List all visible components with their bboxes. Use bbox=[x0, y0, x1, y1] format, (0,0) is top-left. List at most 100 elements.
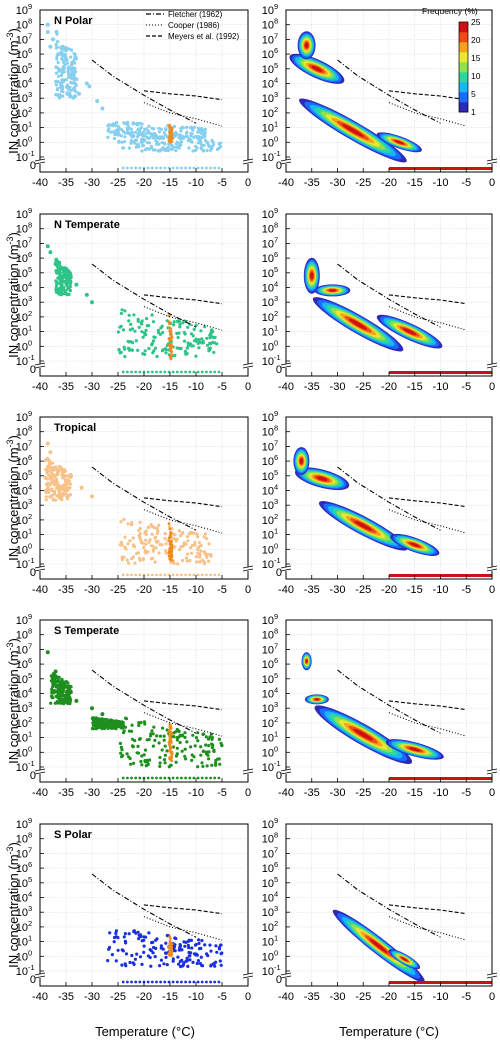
data-point bbox=[149, 144, 153, 148]
data-point bbox=[127, 932, 131, 936]
y-tick-exponent: 5 bbox=[274, 671, 278, 680]
zero-point bbox=[130, 776, 133, 780]
scatter-panel-3 bbox=[45, 650, 224, 780]
y-tick-exponent: 2 bbox=[28, 512, 32, 521]
zero-point bbox=[155, 776, 158, 780]
data-point bbox=[170, 137, 174, 141]
data-point bbox=[129, 139, 133, 143]
y-tick-exponent: 5 bbox=[28, 61, 32, 70]
data-point bbox=[124, 952, 129, 956]
data-point bbox=[54, 477, 59, 481]
x-tick-label: -20 bbox=[381, 381, 397, 393]
data-point bbox=[168, 125, 172, 129]
data-point bbox=[65, 92, 69, 96]
data-point bbox=[175, 738, 179, 742]
data-point bbox=[138, 127, 142, 131]
data-point bbox=[119, 745, 123, 750]
x-tick-label: -5 bbox=[461, 177, 471, 189]
y-tick-label: 10 bbox=[262, 515, 274, 527]
data-point bbox=[178, 548, 182, 552]
x-tick-label: -10 bbox=[433, 381, 449, 393]
data-point bbox=[186, 341, 190, 345]
y-axis-label: IN concentration (m-3) bbox=[5, 28, 21, 154]
zero-point bbox=[196, 776, 200, 780]
data-point bbox=[45, 30, 50, 34]
y-tick-label: 10 bbox=[262, 327, 274, 339]
data-point bbox=[200, 143, 204, 147]
data-point bbox=[181, 126, 185, 130]
y-tick-exponent: 8 bbox=[28, 424, 32, 433]
data-point bbox=[63, 684, 68, 688]
y-tick-label: 10 bbox=[16, 412, 28, 424]
data-point bbox=[123, 939, 127, 943]
y-tick-exponent: -1 bbox=[274, 759, 281, 768]
data-point bbox=[142, 944, 146, 948]
data-point bbox=[63, 52, 67, 57]
param-meyers-left bbox=[143, 904, 223, 915]
data-point bbox=[145, 135, 149, 139]
axis-break-mark bbox=[280, 975, 292, 979]
data-point bbox=[190, 551, 194, 555]
data-point bbox=[70, 81, 74, 85]
y-tick-exponent: 1 bbox=[274, 730, 278, 739]
data-point bbox=[142, 938, 146, 942]
data-point bbox=[140, 962, 144, 967]
data-point bbox=[201, 749, 206, 753]
data-point bbox=[177, 143, 181, 147]
zero-point bbox=[155, 980, 158, 984]
data-point bbox=[164, 128, 168, 132]
zero-point bbox=[188, 370, 192, 374]
y-tick-exponent: 9 bbox=[274, 816, 278, 825]
data-point bbox=[59, 45, 63, 50]
data-point bbox=[127, 126, 131, 130]
data-point bbox=[144, 529, 148, 533]
data-point bbox=[149, 544, 154, 548]
data-point bbox=[132, 929, 136, 933]
zero-point bbox=[192, 370, 196, 374]
x-axis-label-right: Temperature (°C) bbox=[339, 1024, 439, 1039]
x-tick-label: -35 bbox=[58, 787, 74, 799]
y-tick-label: 10 bbox=[16, 486, 28, 498]
y-tick-exponent: 2 bbox=[274, 309, 278, 318]
x-tick-label: 0 bbox=[489, 584, 495, 596]
colorbar-segment bbox=[459, 82, 468, 93]
zero-point bbox=[171, 370, 175, 374]
data-point bbox=[186, 943, 190, 947]
y-tick-exponent: 3 bbox=[28, 497, 32, 506]
data-point bbox=[65, 497, 70, 501]
data-point bbox=[208, 347, 212, 351]
data-point bbox=[60, 698, 64, 703]
data-point bbox=[163, 744, 167, 748]
data-point bbox=[44, 468, 48, 472]
data-point bbox=[191, 733, 195, 737]
data-point bbox=[63, 680, 67, 684]
data-point bbox=[151, 732, 155, 736]
data-point bbox=[140, 763, 144, 767]
data-point bbox=[143, 722, 147, 726]
y-tick-label: 10 bbox=[262, 703, 274, 715]
data-point bbox=[45, 441, 50, 446]
data-point bbox=[147, 525, 151, 529]
data-point bbox=[52, 675, 56, 679]
data-point bbox=[196, 731, 200, 735]
data-point bbox=[123, 355, 127, 359]
data-point bbox=[187, 954, 191, 958]
data-point bbox=[139, 933, 143, 937]
y-tick-label: 10 bbox=[262, 848, 274, 860]
data-point bbox=[136, 744, 140, 749]
data-point bbox=[167, 522, 171, 525]
data-point bbox=[129, 141, 133, 145]
data-point bbox=[186, 325, 190, 329]
axis-break-mark bbox=[242, 365, 254, 369]
data-point bbox=[46, 481, 50, 485]
param-meyers-right bbox=[388, 904, 467, 915]
y-tick-label: 10 bbox=[262, 966, 274, 978]
data-point bbox=[164, 542, 168, 546]
data-point bbox=[153, 346, 158, 350]
scatter-panel-1 bbox=[45, 244, 221, 374]
data-point bbox=[199, 549, 203, 553]
y-tick-exponent: 6 bbox=[28, 250, 32, 259]
data-point bbox=[210, 138, 214, 143]
y-tick-exponent: 2 bbox=[274, 919, 278, 928]
data-point bbox=[60, 86, 64, 90]
